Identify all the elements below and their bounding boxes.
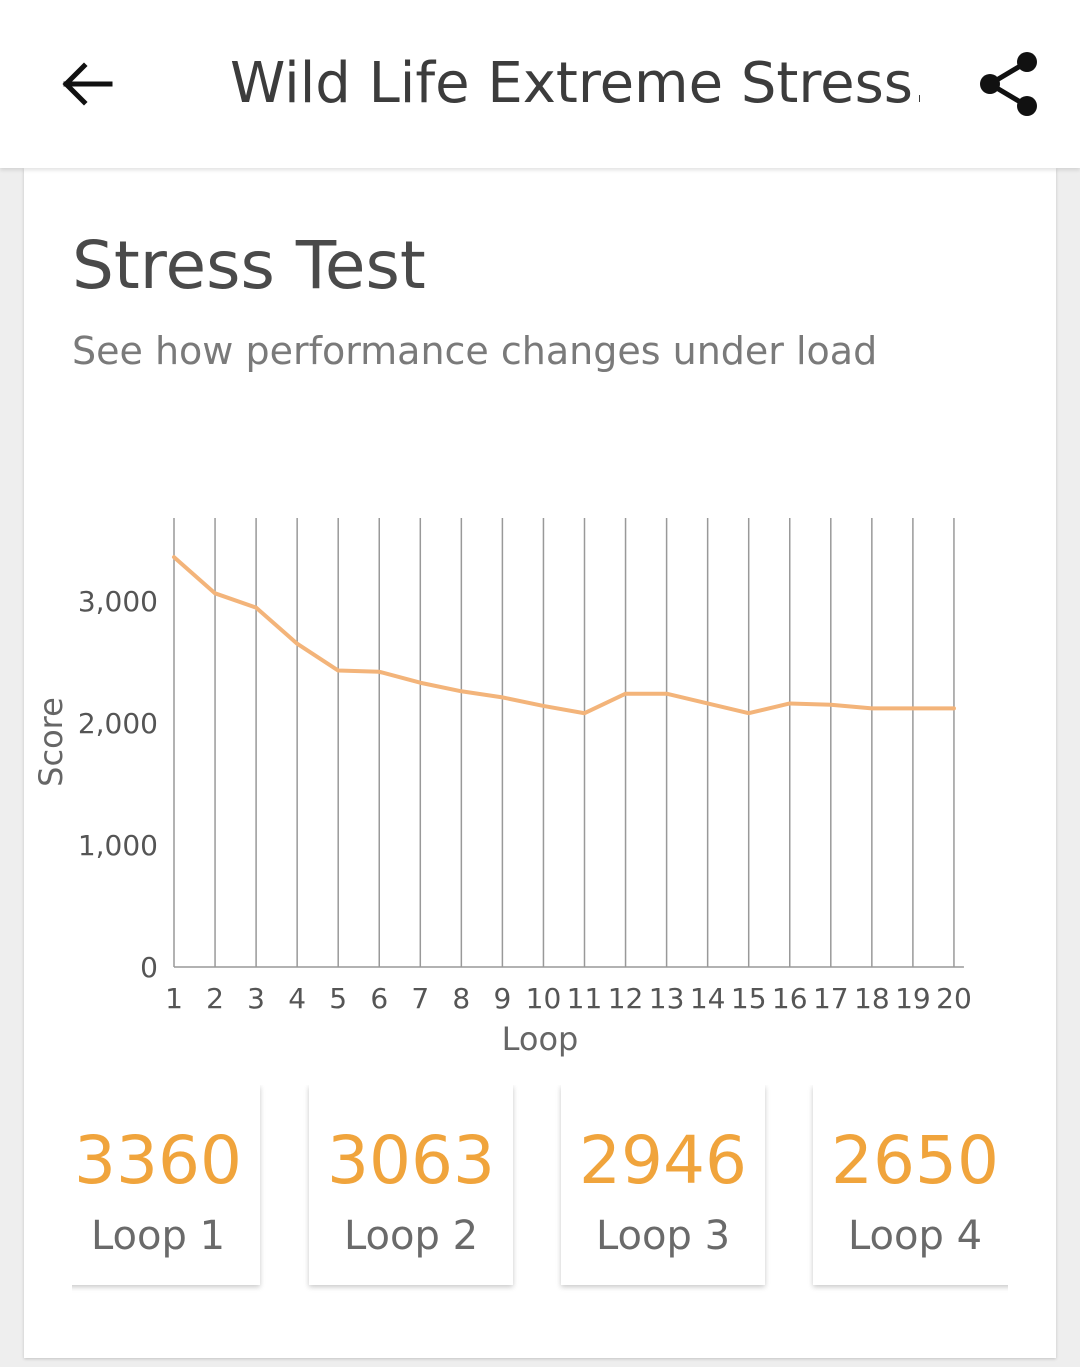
x-tick-label: 16: [772, 982, 808, 1015]
x-tick-label: 18: [854, 982, 890, 1015]
x-tick-label: 9: [493, 982, 511, 1015]
score-series-line: [172, 555, 956, 716]
loop-tile-1[interactable]: 3360 Loop 1: [72, 1085, 260, 1285]
loop-label: Loop 4: [847, 1213, 983, 1259]
x-tick-label: 2: [206, 982, 224, 1015]
loop-tiles: 3360 Loop 1 3063 Loop 2 2946 Loop 3 2650…: [72, 1085, 1008, 1295]
share-button[interactable]: [968, 44, 1048, 124]
x-tick-label: 13: [649, 982, 685, 1015]
arrow-left-icon: [62, 62, 113, 106]
loop-tile-2[interactable]: 3063 Loop 2: [309, 1085, 513, 1285]
x-tick-label: 10: [526, 982, 562, 1015]
x-tick-label: 5: [329, 982, 347, 1015]
x-tick-label: 14: [690, 982, 726, 1015]
x-tick-label: 4: [288, 982, 306, 1015]
loop-label: Loop 3: [595, 1213, 731, 1259]
loop-tile-4[interactable]: 2650 Loop 4: [813, 1085, 1008, 1285]
app-bar: Wild Life Extreme Stress...: [0, 0, 1080, 168]
card-subtitle: See how performance changes under load: [72, 329, 878, 373]
x-tick-label: 1: [165, 982, 183, 1015]
x-tick-label: 11: [567, 982, 603, 1015]
x-tick-label: 7: [411, 982, 429, 1015]
share-icon: [980, 52, 1037, 116]
loop-score: 2650: [831, 1122, 999, 1199]
card-title: Stress Test: [72, 227, 426, 304]
x-tick-label: 12: [608, 982, 644, 1015]
y-tick-label: 3,000: [78, 585, 158, 618]
x-tick-label: 17: [813, 982, 849, 1015]
loop-label: Loop 2: [343, 1213, 479, 1259]
back-button[interactable]: [48, 46, 124, 122]
y-tick-label: 0: [140, 951, 158, 984]
y-tick-label: 2,000: [78, 707, 158, 740]
loop-score: 3063: [327, 1122, 495, 1199]
x-axis-title: Loop: [502, 1020, 579, 1058]
y-axis-title: Score: [32, 697, 70, 787]
x-tick-label: 15: [731, 982, 767, 1015]
loop-score: 3360: [74, 1122, 242, 1199]
loop-score: 2946: [579, 1122, 747, 1199]
y-tick-label: 1,000: [78, 829, 158, 862]
x-tick-label: 20: [936, 982, 972, 1015]
x-tick-label: 6: [370, 982, 388, 1015]
page-title: Wild Life Extreme Stress...: [230, 51, 920, 116]
loop-label: Loop 1: [90, 1213, 226, 1259]
x-tick-label: 8: [452, 982, 470, 1015]
x-tick-label: 3: [247, 982, 265, 1015]
loop-tile-3[interactable]: 2946 Loop 3: [561, 1085, 765, 1285]
x-tick-label: 19: [895, 982, 931, 1015]
